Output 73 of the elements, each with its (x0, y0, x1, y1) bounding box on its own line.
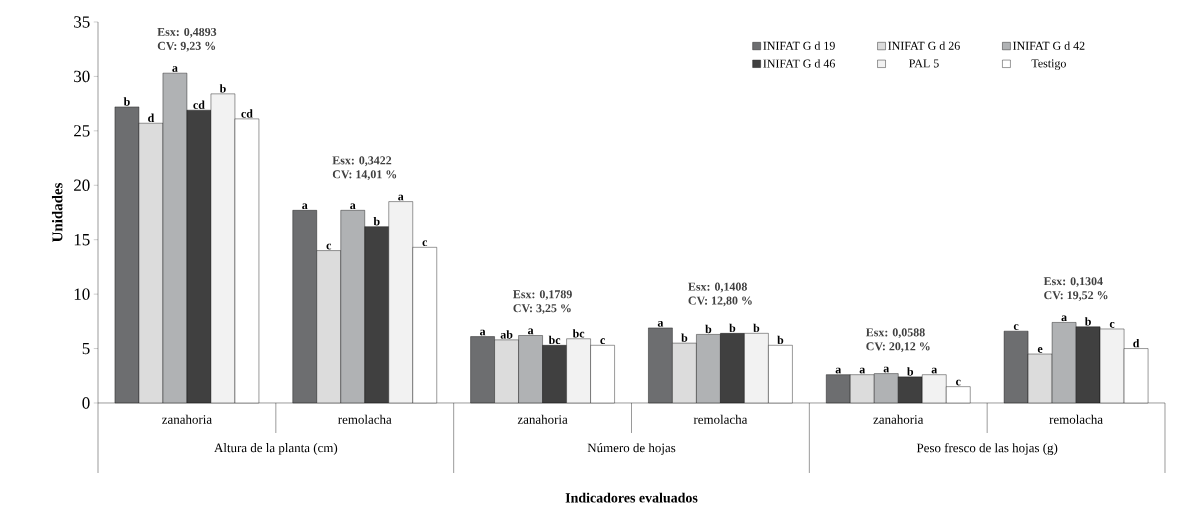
data-label: c (422, 240, 428, 247)
annotation: CV: 20,12 % (866, 342, 930, 353)
data-label: bc (572, 329, 585, 338)
y-tick-label: 10 (74, 288, 90, 300)
data-label: a (657, 320, 664, 327)
data-label: a (1061, 315, 1067, 322)
annotation: CV: 19,52 % (1044, 291, 1108, 301)
data-label: b (753, 323, 760, 333)
data-label: b (907, 367, 914, 376)
legend-label: INIFAT G d 19 (763, 41, 835, 50)
y-tick-label: 0 (82, 397, 90, 409)
data-label: cd (241, 109, 253, 118)
x-axis-title: Indicadores evaluados (565, 492, 698, 503)
y-tick-label: 25 (74, 125, 90, 137)
data-label: b (729, 323, 736, 333)
x-tick-label: remolacha (1049, 414, 1103, 424)
y-tick-label: 35 (74, 16, 90, 28)
legend-label: INIFAT G d 42 (1013, 41, 1085, 50)
annotation: Esx: 0,1304 (1043, 277, 1103, 287)
y-tick-label: 20 (74, 179, 90, 191)
annotation: CV: 14,01 % (332, 170, 397, 181)
y-tick-label: 30 (74, 70, 90, 83)
data-label: d (1133, 338, 1140, 348)
data-label: cd (193, 100, 205, 109)
data-label: b (705, 324, 712, 334)
x-tick-label: remolacha (693, 414, 748, 424)
legend-label: INIFAT G d 26 (888, 41, 960, 50)
y-tick-label: 15 (74, 234, 90, 246)
data-label: a (931, 367, 938, 374)
data-label: b (681, 333, 688, 342)
x-tick-label: zanahoria (873, 414, 924, 424)
data-label: b (219, 84, 226, 93)
data-label: a (172, 66, 178, 72)
data-label: c (1013, 324, 1019, 330)
data-label: b (373, 217, 380, 226)
data-label: e (1037, 347, 1043, 353)
data-label: a (350, 203, 356, 210)
annotation: Esx: 0,1408 (688, 282, 747, 293)
data-label: ab (500, 330, 513, 339)
legend-label: Testigo (1031, 59, 1066, 70)
y-tick-label: 5 (82, 342, 90, 355)
data-label: b (777, 335, 784, 345)
data-label: d (148, 113, 155, 123)
data-label: bc (548, 335, 561, 345)
annotation: Esx: 0,3422 (332, 156, 392, 167)
annotation: CV: 12,80 % (688, 296, 752, 307)
legend-label: INIFAT G d 46 (763, 59, 835, 68)
data-label: c (956, 379, 961, 386)
data-label: a (398, 194, 404, 201)
annotation: Esx: 0,1789 (513, 290, 572, 301)
legend-label: PAL 5 (909, 59, 939, 68)
x-tick-label: zanahoria (162, 414, 212, 424)
text: Altura de la planta (cm) (214, 443, 338, 455)
text: Peso fresco de las hojas (g) (916, 443, 1058, 455)
data-label: a (302, 203, 308, 210)
data-label: a (527, 328, 534, 335)
x-tick-label: remolacha (338, 414, 392, 424)
x-tick-label: zanahoria (517, 414, 568, 424)
data-label: c (600, 338, 605, 345)
annotation: Esx: 0,0588 (865, 328, 925, 339)
data-label: b (123, 97, 130, 106)
data-label: c (326, 243, 332, 250)
y-axis-title: Unidades (51, 182, 63, 243)
annotation: CV: 9,23 % (157, 41, 216, 52)
annotation: Esx: 0,4893 (157, 27, 217, 38)
text: Número de hojas (587, 443, 676, 455)
data-label: a (479, 329, 486, 336)
data-label: c (1109, 322, 1115, 328)
annotation: CV: 3,25 % (513, 304, 571, 314)
data-label: a (859, 367, 866, 374)
data-label: b (1084, 317, 1091, 326)
data-label: a (835, 367, 842, 374)
data-label: a (883, 366, 890, 373)
